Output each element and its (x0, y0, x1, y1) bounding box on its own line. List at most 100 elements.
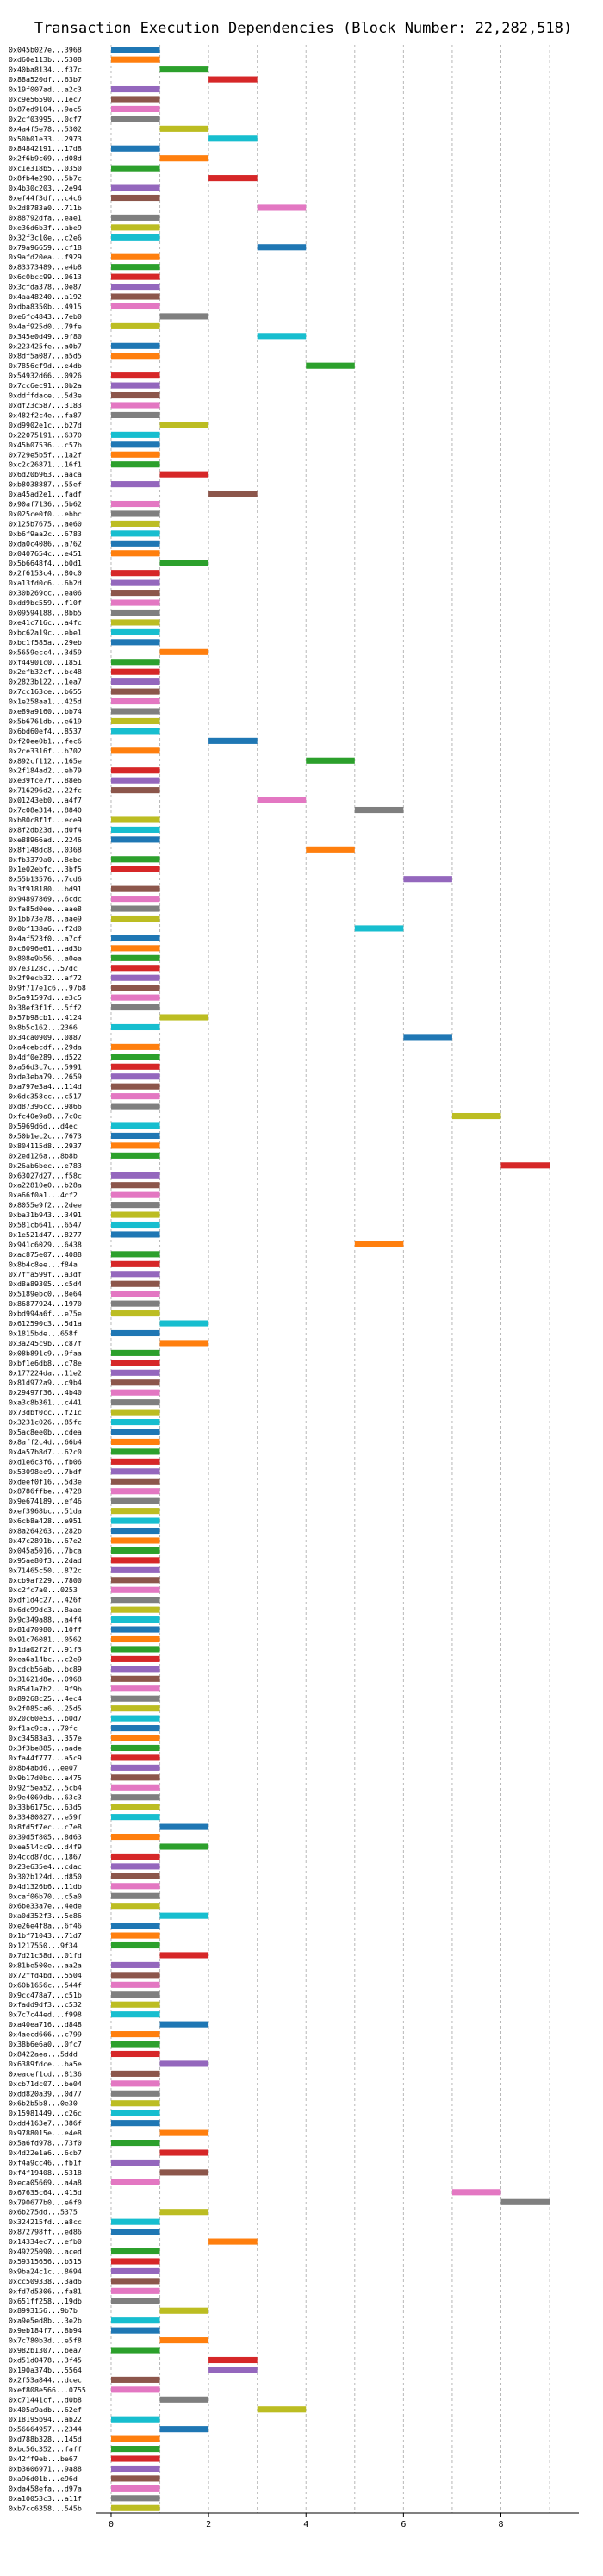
transaction-bar (110, 628, 160, 635)
transaction-bar (110, 1566, 160, 1573)
transaction-bar (110, 214, 160, 221)
transaction-bar (110, 728, 160, 735)
transaction-label: 0xa10053c3...a11f (9, 2494, 82, 2503)
transaction-bar (159, 2307, 209, 2314)
transaction-label: 0xc1e318b5...0350 (9, 164, 82, 172)
transaction-bar (110, 411, 160, 419)
transaction-bar (110, 915, 160, 922)
transaction-bar (110, 2475, 160, 2482)
transaction-bar (110, 322, 160, 329)
transaction-label: 0x9b17d0bc...a475 (9, 1773, 82, 1782)
transaction-bar (110, 2298, 160, 2304)
transaction-bar (110, 1083, 160, 1090)
x-tick-label: 0 (109, 2520, 114, 2529)
transaction-bar (110, 1981, 160, 1988)
transaction-bar (110, 353, 160, 360)
transaction-label: 0x2d8783a0...711b (9, 203, 82, 212)
transaction-label: 0x5b6761db...e619 (9, 716, 82, 725)
transaction-label: 0xdd820a39...0d77 (9, 2089, 82, 2098)
transaction-bar (110, 2278, 160, 2285)
transaction-bar (110, 2248, 160, 2255)
transaction-label: 0x6389fdce...ba5e (9, 2060, 82, 2068)
transaction-bar (354, 1241, 404, 1247)
transaction-bar (110, 1004, 160, 1011)
transaction-bar (110, 1646, 160, 1653)
transaction-label: 0x8786ffbe...4728 (9, 1487, 82, 1496)
x-tick-label: 8 (498, 2520, 503, 2529)
transaction-bar (110, 116, 160, 122)
transaction-label: 0xbf1e6db8...c78e (9, 1359, 82, 1367)
transaction-label: 0x88792dfa...eae1 (9, 213, 82, 222)
transaction-label: 0xd8a89305...c5d4 (9, 1279, 82, 1288)
transaction-bar (110, 985, 160, 991)
transaction-bar (110, 1547, 160, 1554)
transaction-bar (110, 2386, 160, 2393)
transaction-label: 0x8df5a087...a5d5 (9, 352, 82, 360)
transaction-label: 0x2ce3316f...b702 (9, 747, 82, 755)
transaction-label: 0x15981449...c26c (9, 2109, 82, 2117)
transaction-label: 0xea5l4cc9...d4f9 (9, 1842, 82, 1851)
transaction-bar (208, 2356, 258, 2364)
transaction-label: 0x63027d27...f58c (9, 1171, 82, 1179)
transaction-bar (257, 333, 307, 340)
transaction-bar (110, 2159, 160, 2166)
transaction-bar (110, 2504, 160, 2511)
transaction-bar (110, 885, 160, 892)
transaction-bar (110, 1754, 160, 1761)
transaction-label: 0xdd9bc559...f10f (9, 598, 82, 607)
transaction-label: 0xdd4163e7...386f (9, 2119, 82, 2128)
transaction-label: 0x6dc358cc...c517 (9, 1092, 82, 1101)
transaction-bar (110, 1497, 160, 1504)
transaction-bar (159, 1340, 209, 1347)
transaction-label: 0x95ae80f3...2dad (9, 1556, 82, 1565)
transaction-label: 0xdba8350b...4915 (9, 302, 82, 310)
transaction-label: 0x42ff9eb...be67 (9, 2454, 78, 2463)
transaction-label: 0xba31b943...3491 (9, 1210, 82, 1219)
transaction-bar (159, 2060, 209, 2067)
transaction-label: 0xdf23c587...3183 (9, 401, 82, 410)
transaction-label: 0xea6a14bc...c2e9 (9, 1654, 82, 1663)
transaction-label: 0xdeef0f16...5d3e (9, 1477, 82, 1485)
transaction-label: 0x482f2c4e...fa87 (9, 410, 82, 419)
transaction-label: 0x4df0e289...d522 (9, 1053, 82, 1061)
transaction-label: 0xfb3379a0...8ebc (9, 855, 82, 864)
transaction-label: 0x7ffa599f...a3df (9, 1270, 82, 1279)
transaction-bar (110, 1903, 160, 1910)
transaction-bar (110, 945, 160, 952)
transaction-label: 0x4af925d0...79fe (9, 322, 82, 330)
transaction-bar (110, 668, 160, 675)
transaction-bar (110, 1231, 160, 1238)
transaction-bar (110, 1329, 160, 1337)
transaction-label: 0x94897869...6cdc (9, 895, 82, 903)
transaction-label: 0x92f5ea52...5cb4 (9, 1783, 82, 1791)
transaction-bar (110, 1606, 160, 1613)
transaction-label: 0xbc1f585a...29eb (9, 638, 82, 647)
transaction-label: 0x1e258aa1...425d (9, 697, 82, 706)
transaction-label: 0xb3606971...9a88 (9, 2464, 82, 2473)
transaction-label: 0x9e4069db...63c3 (9, 1793, 82, 1802)
transaction-label: 0x89268c25...4ec4 (9, 1694, 82, 1703)
transaction-label: 0x22075191...6370 (9, 430, 82, 439)
transaction-label: 0x50b01e33...2973 (9, 134, 82, 143)
transaction-label: 0x26ab6bec...e783 (9, 1161, 82, 1170)
transaction-bar (159, 313, 209, 320)
transaction-bar (110, 1073, 160, 1080)
transaction-bar (110, 1211, 160, 1218)
transaction-label: 0xf4f19408...5318 (9, 2168, 82, 2177)
transaction-label: 0x0bf138a6...f2d0 (9, 924, 82, 933)
transaction-label: 0xe39fce7f...88e6 (9, 776, 82, 785)
transaction-bar (110, 1744, 160, 1752)
transaction-label: 0x54932d66...0926 (9, 372, 82, 380)
transaction-bar (110, 2485, 160, 2492)
transaction-label: 0xa45ad2e1...fadf (9, 490, 82, 498)
transaction-label: 0x14334ec7...efb0 (9, 2237, 82, 2246)
transaction-bar (110, 1972, 160, 1979)
transaction-bar (110, 530, 160, 537)
transaction-bar (500, 1162, 550, 1169)
transaction-bar (110, 1251, 160, 1258)
transaction-bar (110, 1369, 160, 1376)
transaction-label: 0x49225090...aced (9, 2248, 82, 2256)
x-tick-label: 2 (206, 2520, 211, 2529)
transaction-bar (110, 1675, 160, 1682)
